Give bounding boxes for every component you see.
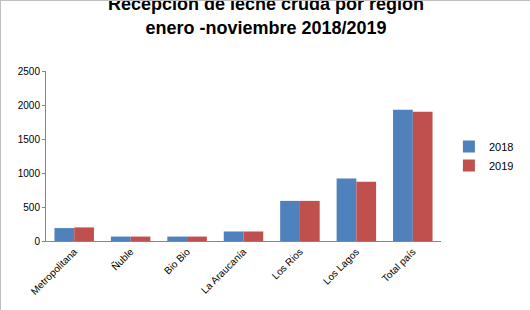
svg-text:Total país: Total país bbox=[380, 246, 418, 284]
svg-text:0: 0 bbox=[34, 236, 40, 247]
svg-text:2018: 2018 bbox=[489, 141, 513, 153]
svg-text:2000: 2000 bbox=[18, 100, 41, 111]
svg-text:Ñuble: Ñuble bbox=[109, 245, 136, 272]
svg-text:1500: 1500 bbox=[18, 134, 41, 145]
svg-text:Bio Bio: Bio Bio bbox=[162, 246, 192, 276]
svg-text:Los Lagos: Los Lagos bbox=[321, 246, 361, 286]
svg-text:Metropolitana: Metropolitana bbox=[29, 246, 80, 297]
svg-text:Recepción de leche cruda por r: Recepción de leche cruda por regiónenero… bbox=[108, 1, 424, 38]
svg-text:Los Rios: Los Rios bbox=[270, 246, 305, 281]
svg-text:2500: 2500 bbox=[18, 66, 41, 77]
svg-text:500: 500 bbox=[23, 202, 40, 213]
svg-text:La Araucanía: La Araucanía bbox=[199, 246, 249, 296]
svg-text:2019: 2019 bbox=[489, 160, 513, 172]
svg-text:1000: 1000 bbox=[18, 168, 41, 179]
